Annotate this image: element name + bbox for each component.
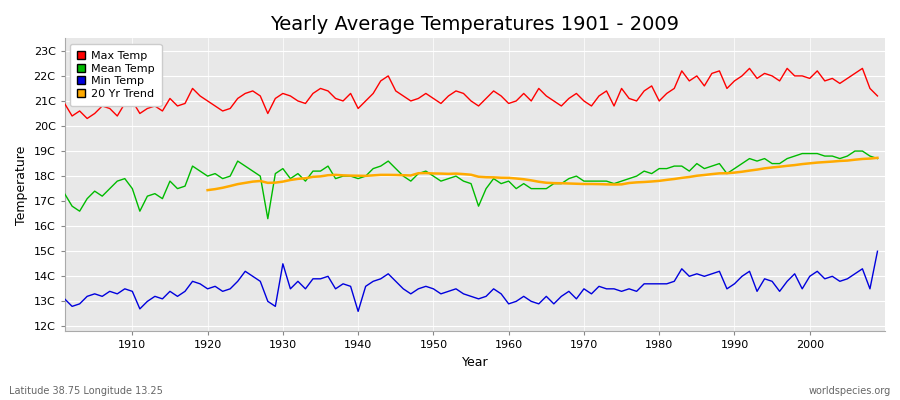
Y-axis label: Temperature: Temperature — [15, 145, 28, 224]
X-axis label: Year: Year — [462, 356, 488, 369]
Text: worldspecies.org: worldspecies.org — [809, 386, 891, 396]
Text: Latitude 38.75 Longitude 13.25: Latitude 38.75 Longitude 13.25 — [9, 386, 163, 396]
Title: Yearly Average Temperatures 1901 - 2009: Yearly Average Temperatures 1901 - 2009 — [270, 15, 680, 34]
Legend: Max Temp, Mean Temp, Min Temp, 20 Yr Trend: Max Temp, Mean Temp, Min Temp, 20 Yr Tre… — [70, 44, 161, 106]
